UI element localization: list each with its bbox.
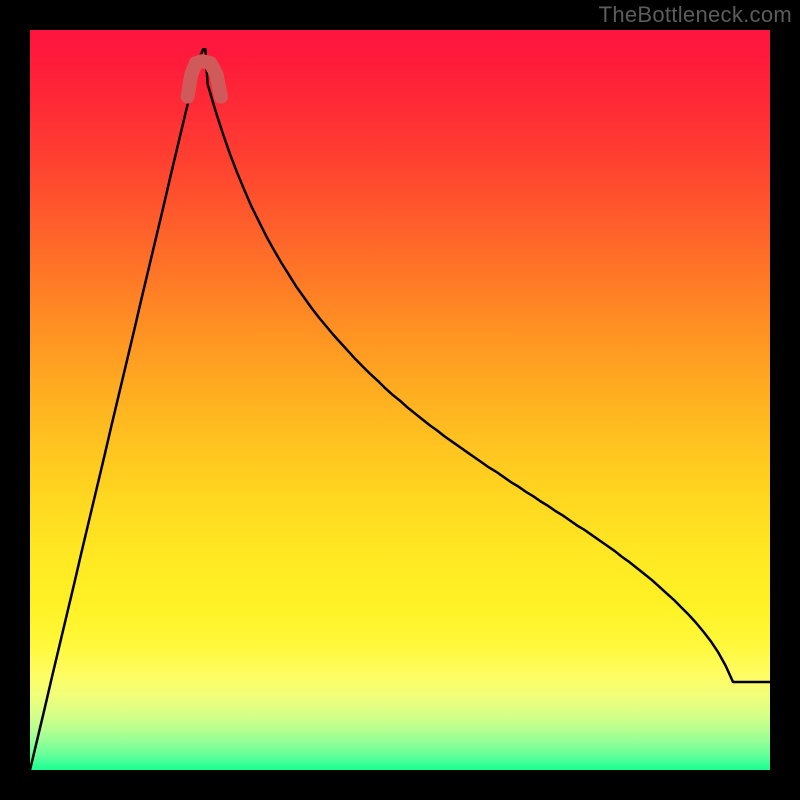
chart-frame: TheBottleneck.com: [0, 0, 800, 800]
chart-svg: [30, 30, 770, 770]
watermark-text: TheBottleneck.com: [599, 0, 792, 30]
